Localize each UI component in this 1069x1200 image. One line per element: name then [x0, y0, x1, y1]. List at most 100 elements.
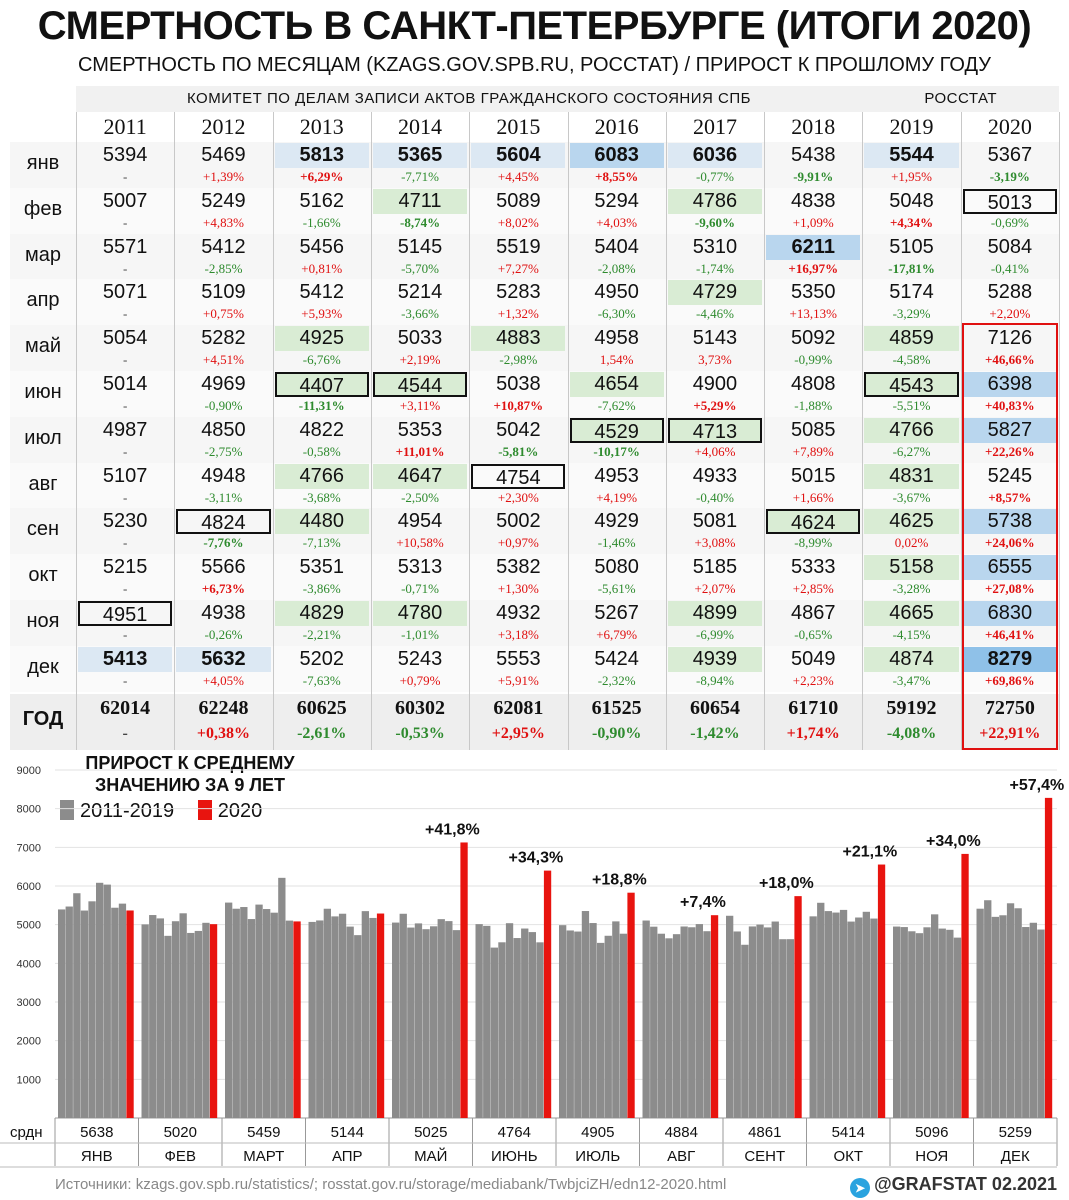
- bar-2011-2019: [999, 915, 1007, 1118]
- value-cell: 6830: [962, 601, 1057, 626]
- change-cell: -3,29%: [892, 306, 931, 322]
- value-cell: 4953: [594, 464, 639, 487]
- increase-label: +34,0%: [926, 833, 981, 850]
- total-change-cell: -0,90%: [591, 724, 642, 742]
- grid-line: [665, 112, 667, 750]
- increase-label: +7,4%: [680, 894, 726, 911]
- change-cell: -10,17%: [593, 443, 640, 459]
- bar-2011-2019: [346, 926, 354, 1118]
- bar-2011-2019: [1014, 908, 1022, 1118]
- chart-title: ПРИРОСТ К СРЕДНЕМУ ЗНАЧЕНИЮ ЗА 9 ЛЕТ: [85, 753, 295, 795]
- bar-2011-2019: [779, 939, 787, 1118]
- value-cell: 4883: [471, 326, 566, 352]
- month-tick-label: ОКТ: [833, 1148, 863, 1165]
- value-cell: 6211: [766, 234, 861, 260]
- month-tick-label: АВГ: [667, 1148, 695, 1165]
- change-cell: -8,99%: [794, 535, 833, 551]
- change-cell: -: [122, 489, 128, 505]
- change-cell: -6,76%: [302, 352, 341, 368]
- value-cell: 4824: [176, 509, 271, 535]
- bar-2011-2019: [194, 930, 202, 1118]
- total-change-cell: -: [122, 724, 128, 742]
- bar-2011-2019: [490, 947, 498, 1118]
- value-cell: 5813: [274, 143, 369, 168]
- bar-2011-2019: [832, 912, 840, 1118]
- bar-2011-2019: [361, 911, 369, 1118]
- value-cell: 4899: [667, 601, 763, 626]
- bar-2011-2019: [202, 922, 210, 1118]
- bar-2011-2019: [247, 919, 256, 1118]
- average-value: 5096: [915, 1124, 948, 1141]
- bar-2011-2019: [73, 893, 81, 1118]
- bar-2011-2019: [164, 935, 172, 1118]
- average-value: 5025: [414, 1124, 447, 1141]
- bar-2011-2019: [369, 917, 377, 1118]
- value-cell: 5333: [790, 556, 836, 579]
- value-cell: 5230: [102, 510, 148, 533]
- bar-2011-2019: [483, 925, 491, 1118]
- change-cell: -2,21%: [302, 627, 341, 642]
- value-cell: 5519: [496, 235, 541, 258]
- total-cell: 61710: [788, 696, 839, 719]
- value-cell: 5214: [397, 281, 443, 304]
- bar-2011-2019: [171, 921, 180, 1118]
- change-cell: +1,66%: [792, 489, 834, 505]
- value-cell: 4829: [274, 601, 369, 626]
- bar-2011-2019: [498, 942, 506, 1118]
- legend-label: 2011-2019: [80, 800, 175, 822]
- value-cell: 5015: [790, 464, 836, 487]
- value-cell: 5456: [299, 235, 344, 258]
- change-cell: -11,31%: [298, 398, 345, 413]
- change-cell: +4,83%: [202, 214, 244, 230]
- bar-2011-2019: [619, 933, 628, 1118]
- change-cell: -0,71%: [401, 581, 439, 597]
- bar-2011-2019: [786, 939, 795, 1118]
- change-cell: +2,07%: [694, 581, 736, 597]
- bar-2011-2019: [65, 906, 73, 1118]
- bar-2011-2019: [953, 937, 962, 1118]
- change-cell: +8,55%: [595, 169, 639, 184]
- bar-2011-2019: [179, 913, 187, 1118]
- bar-2011-2019: [824, 911, 832, 1118]
- row-stripe: [10, 233, 1060, 280]
- bar-2011-2019: [726, 915, 734, 1118]
- value-cell: 4647: [372, 463, 468, 489]
- grid-line: [1059, 112, 1060, 750]
- bar-2011-2019: [862, 911, 870, 1118]
- value-cell: 4624: [766, 509, 861, 535]
- change-cell: +3,18%: [497, 627, 539, 642]
- bar-2011-2019: [399, 913, 407, 1118]
- change-cell: -7,13%: [302, 535, 341, 551]
- legend-swatch: [197, 800, 212, 820]
- bar-2011-2019: [657, 933, 665, 1118]
- year-header: 2016: [594, 114, 639, 139]
- change-cell: -3,19%: [989, 169, 1030, 184]
- change-cell: -7,71%: [401, 169, 439, 184]
- year-header: 2011: [103, 114, 147, 139]
- change-cell: -0,58%: [302, 443, 341, 459]
- change-cell: -2,75%: [204, 443, 243, 459]
- value-cell: 5109: [201, 281, 246, 304]
- total-cell: 62248: [198, 696, 249, 719]
- value-cell: 5042: [496, 418, 541, 441]
- grid-line: [272, 112, 274, 750]
- change-cell: -3,67%: [892, 489, 931, 505]
- bar-2011-2019: [870, 918, 878, 1118]
- grid-line: [174, 112, 176, 750]
- bar-2020: [543, 870, 552, 1118]
- value-cell: 4933: [692, 464, 738, 487]
- value-cell: 5107: [102, 464, 148, 487]
- bar-2011-2019: [80, 910, 89, 1118]
- value-cell: 5469: [201, 144, 246, 166]
- bar-2011-2019: [187, 932, 195, 1118]
- change-cell: -0,69%: [990, 214, 1029, 230]
- bar-2011-2019: [141, 924, 149, 1118]
- bar-2011-2019: [407, 927, 415, 1118]
- change-cell: +8,02%: [497, 214, 539, 230]
- month-label: май: [24, 335, 62, 358]
- row-stripe: [10, 279, 1060, 326]
- y-tick-label: 1000: [17, 1074, 41, 1086]
- value-cell: 5089: [496, 189, 541, 212]
- change-cell: -: [122, 214, 128, 230]
- value-cell: 5571: [102, 235, 148, 258]
